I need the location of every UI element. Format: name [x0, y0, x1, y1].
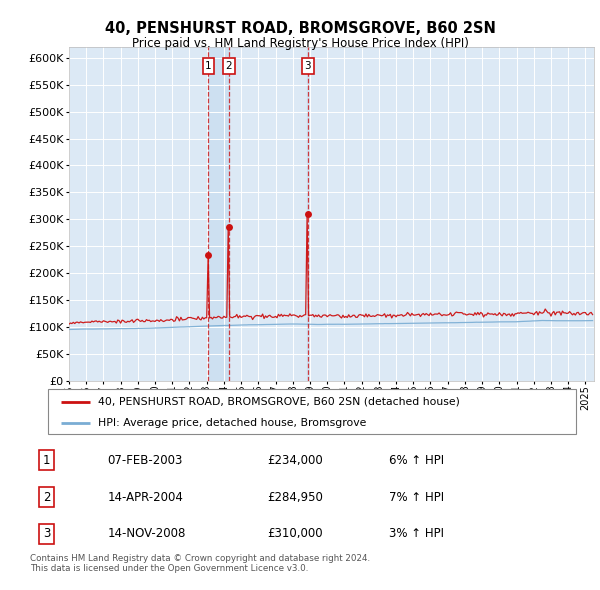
Text: 40, PENSHURST ROAD, BROMSGROVE, B60 2SN: 40, PENSHURST ROAD, BROMSGROVE, B60 2SN [104, 21, 496, 35]
Text: £234,000: £234,000 [268, 454, 323, 467]
Text: 2: 2 [43, 490, 50, 504]
Text: 1: 1 [205, 61, 212, 71]
Text: 2: 2 [226, 61, 232, 71]
Text: 3: 3 [304, 61, 311, 71]
Text: 40, PENSHURST ROAD, BROMSGROVE, B60 2SN (detached house): 40, PENSHURST ROAD, BROMSGROVE, B60 2SN … [98, 397, 460, 407]
Text: 6% ↑ HPI: 6% ↑ HPI [389, 454, 444, 467]
Text: £310,000: £310,000 [268, 527, 323, 540]
FancyBboxPatch shape [48, 389, 576, 434]
Text: Contains HM Land Registry data © Crown copyright and database right 2024.
This d: Contains HM Land Registry data © Crown c… [30, 553, 370, 573]
Text: 3% ↑ HPI: 3% ↑ HPI [389, 527, 444, 540]
Text: 07-FEB-2003: 07-FEB-2003 [107, 454, 182, 467]
Text: 14-APR-2004: 14-APR-2004 [107, 490, 183, 504]
Text: £284,950: £284,950 [268, 490, 323, 504]
Bar [208, 47, 229, 381]
Text: 1: 1 [43, 454, 50, 467]
Text: 14-NOV-2008: 14-NOV-2008 [107, 527, 185, 540]
Text: Price paid vs. HM Land Registry's House Price Index (HPI): Price paid vs. HM Land Registry's House … [131, 37, 469, 50]
Text: 7% ↑ HPI: 7% ↑ HPI [389, 490, 444, 504]
Text: HPI: Average price, detached house, Bromsgrove: HPI: Average price, detached house, Brom… [98, 418, 367, 428]
Text: 3: 3 [43, 527, 50, 540]
Bar [307, 47, 308, 381]
